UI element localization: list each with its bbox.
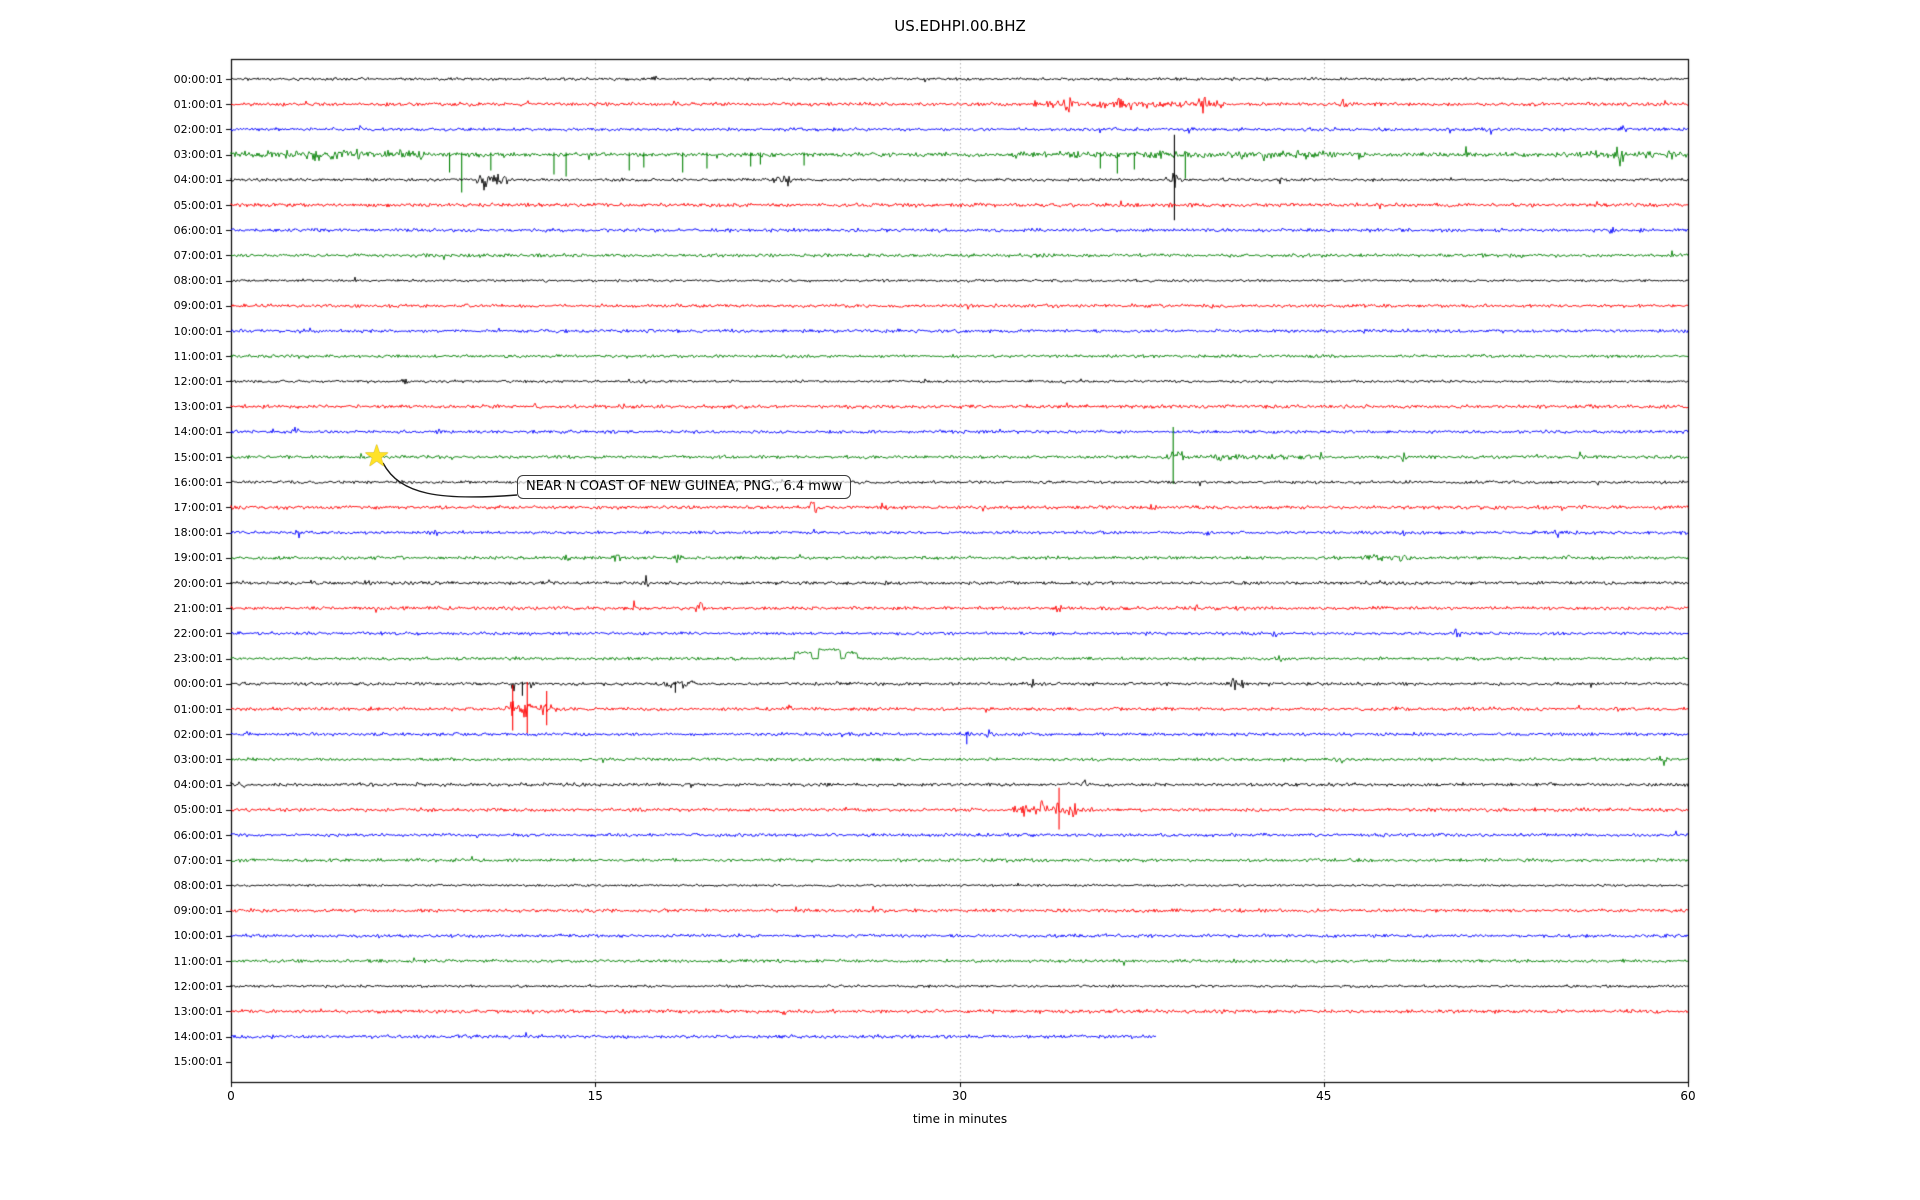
y-axis-label: 05:00:01	[173, 198, 223, 212]
y-axis-label: 12:00:01	[173, 979, 223, 993]
y-axis-label: 09:00:01	[173, 904, 223, 918]
x-axis-tick-label: 15	[587, 1089, 603, 1103]
y-axis-label: 07:00:01	[173, 853, 223, 867]
y-axis-label: 04:00:01	[173, 778, 223, 792]
y-axis-label: 06:00:01	[173, 223, 223, 237]
x-axis-title: time in minutes	[912, 1112, 1008, 1126]
y-axis-label: 18:00:01	[173, 526, 223, 540]
y-axis-label: 22:00:01	[173, 626, 223, 640]
y-axis-label: 04:00:01	[173, 173, 223, 187]
y-axis-label: 03:00:01	[173, 148, 223, 162]
y-axis-label: 02:00:01	[173, 122, 223, 136]
y-axis-label: 14:00:01	[173, 1030, 223, 1044]
y-axis-label: 10:00:01	[173, 929, 223, 943]
y-axis-label: 06:00:01	[173, 828, 223, 842]
y-axis-label: 12:00:01	[173, 374, 223, 388]
y-axis-label: 05:00:01	[173, 803, 223, 817]
y-axis-label: 08:00:01	[173, 878, 223, 892]
y-axis-label: 15:00:01	[173, 1055, 223, 1069]
y-axis-label: 13:00:01	[173, 400, 223, 414]
y-axis-label: 11:00:01	[173, 349, 223, 363]
y-axis-label: 15:00:01	[173, 450, 223, 464]
y-axis-label: 13:00:01	[173, 1004, 223, 1018]
y-axis-label: 03:00:01	[173, 752, 223, 766]
event-annotation: NEAR N COAST OF NEW GUINEA, PNG., 6.4 mw…	[517, 475, 852, 499]
y-axis-label: 10:00:01	[173, 324, 223, 338]
y-axis-label: 19:00:01	[173, 551, 223, 565]
x-axis-tick-label: 60	[1680, 1089, 1696, 1103]
y-axis-label: 16:00:01	[173, 475, 223, 489]
y-axis-label: 01:00:01	[173, 97, 223, 111]
y-axis-label: 09:00:01	[173, 299, 223, 313]
y-axis-label: 17:00:01	[173, 500, 223, 514]
y-axis-label: 23:00:01	[173, 652, 223, 666]
y-axis-label: 14:00:01	[173, 425, 223, 439]
annotation-leader-line	[382, 462, 518, 498]
x-axis-tick-label: 0	[227, 1089, 235, 1103]
x-axis-tick-label: 45	[1316, 1089, 1332, 1103]
y-axis-label: 01:00:01	[173, 702, 223, 716]
event-star-icon: ★	[363, 439, 391, 474]
x-axis-tick-label: 30	[951, 1089, 968, 1103]
y-axis-label: 11:00:01	[173, 954, 223, 968]
y-axis-label: 00:00:01	[173, 677, 223, 691]
y-axis-label: 07:00:01	[173, 248, 223, 262]
y-axis-label: 00:00:01	[173, 72, 223, 86]
y-axis-label: 20:00:01	[173, 576, 223, 590]
y-axis-label: 08:00:01	[173, 274, 223, 288]
y-axis-label: 02:00:01	[173, 727, 223, 741]
y-axis-label: 21:00:01	[173, 601, 223, 615]
